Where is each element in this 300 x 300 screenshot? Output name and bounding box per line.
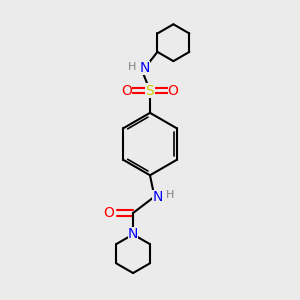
Text: O: O (168, 84, 178, 98)
Text: N: N (152, 190, 163, 204)
Text: H: H (166, 190, 174, 200)
Text: N: N (140, 61, 150, 75)
Text: H: H (128, 62, 136, 72)
Text: N: N (128, 227, 138, 242)
Text: O: O (122, 84, 132, 98)
Text: O: O (103, 206, 114, 220)
Text: S: S (146, 84, 154, 98)
